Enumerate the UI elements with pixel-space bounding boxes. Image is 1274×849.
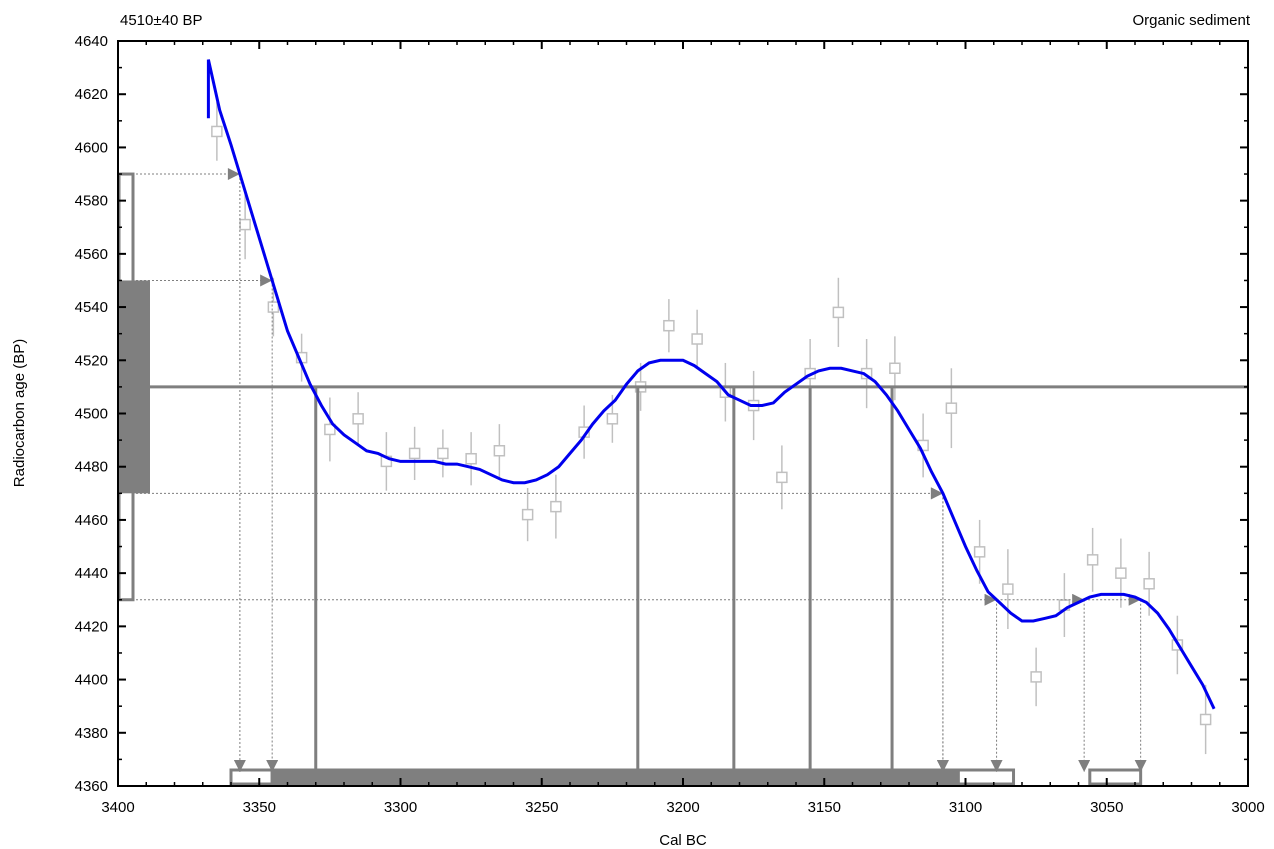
chart-title-left: 4510±40 BP <box>120 12 202 29</box>
y-tick-label: 4620 <box>75 86 108 103</box>
plot-frame <box>117 40 1249 787</box>
x-tick-label: 3350 <box>243 799 276 816</box>
x-axis-label: Cal BC <box>659 832 707 849</box>
raw-data-point <box>521 508 534 521</box>
y-tick-label: 4540 <box>75 299 108 316</box>
y-tick-label: 4640 <box>75 33 108 50</box>
raw-data-point <box>550 500 562 513</box>
raw-data-point <box>408 447 421 460</box>
sigma2-calendar-interval <box>1088 768 1143 786</box>
axis-ticks <box>117 40 1249 787</box>
raw-data-point <box>691 333 703 345</box>
y-tick-label: 4560 <box>75 246 108 263</box>
x-tick-label: 3300 <box>384 799 417 816</box>
x-tick-label: 3200 <box>666 799 699 816</box>
raw-data-point <box>437 447 449 460</box>
raw-data-point <box>663 319 675 332</box>
y-tick-label: 4400 <box>75 672 108 689</box>
raw-data-point <box>606 413 619 425</box>
raw-data-point <box>1115 567 1127 579</box>
chart-title-right: Organic sediment <box>1132 12 1250 29</box>
raw-data-point <box>211 125 223 138</box>
x-tick-label: 3250 <box>525 799 558 816</box>
raw-data-point <box>239 218 251 231</box>
y-tick-label: 4600 <box>75 139 108 156</box>
y-tick-label: 4420 <box>75 618 108 635</box>
y-tick-label: 4460 <box>75 512 108 529</box>
sigma1-age-bar <box>119 280 150 494</box>
raw-data-point <box>1143 578 1155 590</box>
y-tick-label: 4480 <box>75 459 108 476</box>
raw-data-point <box>1030 671 1042 683</box>
y-tick-label: 4520 <box>75 352 108 369</box>
y-tick-label: 4580 <box>75 193 108 210</box>
y-tick-label: 4500 <box>75 406 108 423</box>
y-tick-label: 4380 <box>75 725 108 742</box>
y-tick-label: 4440 <box>75 565 108 582</box>
y-axis-label: Radiocarbon age (BP) <box>11 339 28 487</box>
raw-data-point <box>973 546 986 558</box>
raw-data-point <box>493 445 506 457</box>
x-tick-label: 3050 <box>1090 799 1123 816</box>
x-tick-label: 3150 <box>808 799 841 816</box>
raw-data-point <box>832 306 845 319</box>
y-tick-label: 4360 <box>75 778 108 795</box>
raw-data-point <box>1086 554 1099 566</box>
raw-data-point <box>1199 713 1212 726</box>
x-tick-label: 3400 <box>101 799 134 816</box>
raw-data-point <box>945 402 958 414</box>
raw-data-point <box>267 301 280 313</box>
x-tick-label: 3100 <box>949 799 982 816</box>
calibration-annotation-layer <box>117 168 1248 786</box>
calibration-curve <box>206 59 1216 710</box>
raw-data-layer <box>211 102 1212 755</box>
raw-data-point <box>465 452 477 465</box>
raw-data-point <box>352 413 364 425</box>
raw-data-point <box>324 423 336 436</box>
raw-data-point <box>1002 583 1014 595</box>
axis-tick-labels: 3400 3350 3300 3250 3200 3150 3100 3050 3000 4360… <box>75 33 1265 816</box>
raw-data-point <box>776 471 788 484</box>
x-tick-label: 3000 <box>1231 799 1264 816</box>
raw-data-point <box>889 362 901 375</box>
sigma1-calendar-interval <box>270 769 960 785</box>
